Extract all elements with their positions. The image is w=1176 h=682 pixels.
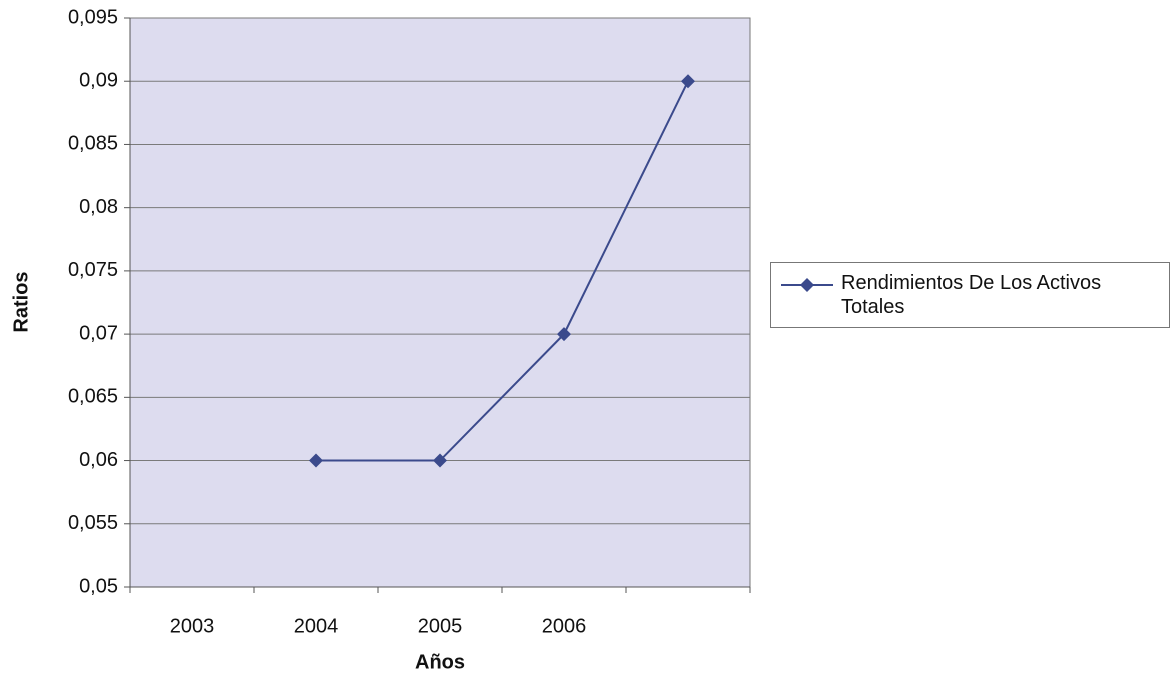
y-tick-label: 0,05 [79,575,118,597]
data-point [433,453,447,468]
x-tick-label: 2004 [294,615,339,637]
y-axis-label: Ratios [10,271,32,332]
y-tick-label: 0,065 [68,386,118,408]
plot-area [129,17,751,588]
x-tick-label: 2005 [418,615,463,637]
x-axis-label: Años [415,651,465,673]
y-tick-label: 0,075 [68,259,118,281]
x-tick-label: 2003 [170,615,215,637]
data-point [681,74,695,89]
y-tick-label: 0,085 [68,133,118,155]
y-tick-label: 0,06 [79,449,118,471]
legend-label: Rendimientos De Los Activos Totales [841,272,1102,318]
y-tick-label: 0,055 [68,512,118,534]
series-line [316,80,689,462]
data-point [309,453,323,468]
y-tick-label: 0,08 [79,196,118,218]
legend: Rendimientos De Los Activos Totales [770,262,1170,328]
data-point [557,327,571,342]
legend-swatch [781,278,833,292]
y-tick-label: 0,09 [79,70,118,92]
y-tick-label: 0,07 [79,322,118,344]
x-tick-label: 2006 [542,615,587,637]
legend-marker [800,278,814,292]
y-tick-label: 0,095 [68,6,118,28]
